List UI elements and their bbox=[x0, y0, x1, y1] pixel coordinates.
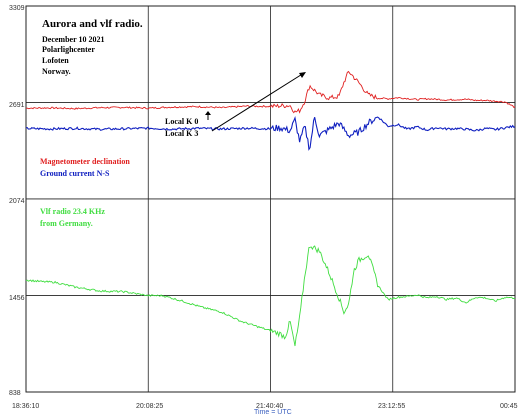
k0-arrow bbox=[205, 111, 211, 120]
ground-current-label: Ground current N-S bbox=[40, 169, 110, 178]
x-tick-label: 20:08:25 bbox=[136, 403, 163, 410]
x-tick-label: 23:12:55 bbox=[378, 403, 405, 410]
y-tick-label: 1456 bbox=[9, 295, 25, 302]
series-layer bbox=[25, 70, 516, 347]
x-tick-label: 21:40:40 bbox=[256, 403, 283, 410]
x-tick-label: 00:45 bbox=[500, 403, 518, 410]
y-tick-label: 2691 bbox=[9, 102, 25, 109]
y-tick-label: 2074 bbox=[9, 198, 25, 205]
vlf-label-line2: from Germany. bbox=[40, 219, 93, 228]
magnetometer-series-line bbox=[25, 70, 516, 114]
x-axis-label: Time = UTC bbox=[254, 409, 292, 416]
vlf-series-line bbox=[25, 245, 516, 347]
grid bbox=[25, 5, 516, 393]
magnetometer-label: Magnetometer declination bbox=[40, 157, 130, 166]
ground-current-series-line bbox=[25, 115, 516, 151]
chart-title-date: December 10 2021 bbox=[42, 35, 105, 44]
k3-arrow bbox=[211, 72, 306, 132]
chart-title-place: Polarlighcenter bbox=[42, 45, 95, 54]
chart-title-country: Norway. bbox=[42, 67, 71, 76]
y-tick-label: 3309 bbox=[9, 5, 25, 12]
local-k3-annotation: Local K 3 bbox=[165, 129, 198, 138]
local-k0-annotation: Local K 0 bbox=[165, 117, 198, 126]
chart-title-location: Lofoten bbox=[42, 56, 69, 65]
chart-title: Aurora and vlf radio. bbox=[42, 18, 143, 30]
vlf-label-line1: Vlf radio 23.4 KHz bbox=[40, 207, 105, 216]
y-tick-label: 838 bbox=[9, 390, 21, 397]
x-tick-label: 18:36:10 bbox=[12, 403, 39, 410]
